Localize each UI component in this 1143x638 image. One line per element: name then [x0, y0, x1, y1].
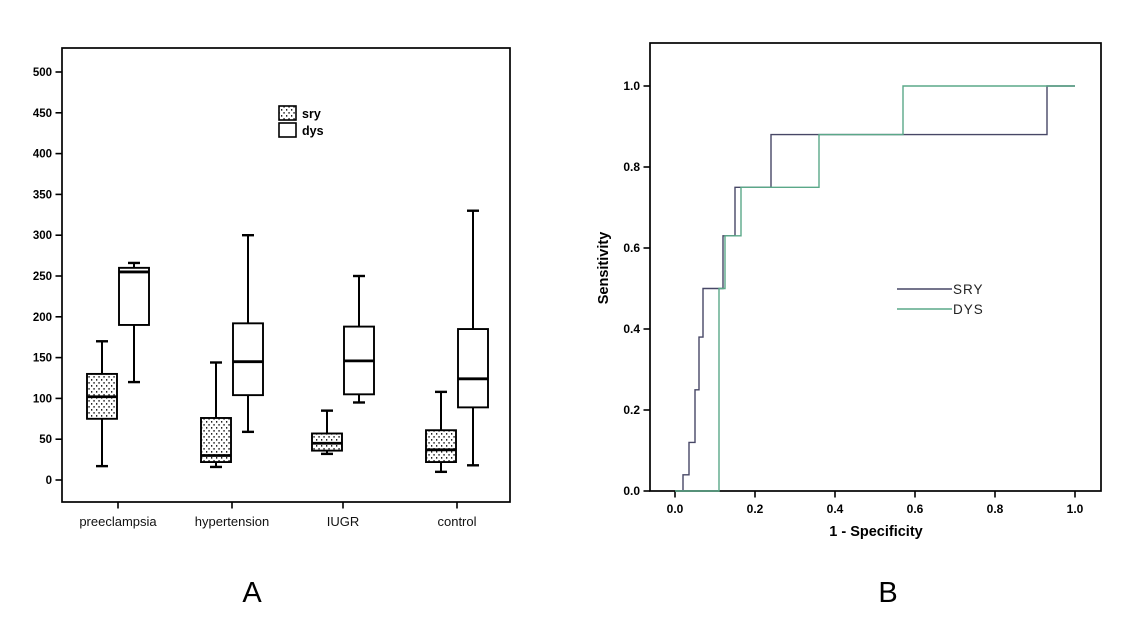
legend-item-dys: DYS	[897, 302, 984, 317]
box-sry-hypertension	[200, 361, 232, 469]
x-tick-label: 0.8	[987, 502, 1004, 516]
y-tick-label: 100	[33, 393, 52, 405]
y-tick-label: 250	[33, 271, 52, 283]
box-sry-control	[425, 390, 457, 474]
box-dys-IUGR	[343, 274, 375, 404]
iqr-box	[457, 328, 489, 409]
plot-frame	[649, 42, 1102, 492]
legend-swatch-sry	[278, 105, 297, 121]
y-tick-label: 450	[33, 108, 52, 120]
category-label: control	[437, 514, 476, 529]
box-dys-hypertension	[232, 233, 264, 434]
legend-item-sry: SRY	[897, 282, 984, 297]
y-tick-label: 0.8	[623, 160, 640, 174]
legend-label: dys	[302, 124, 324, 138]
box-sry-preeclampsia	[86, 340, 118, 468]
iqr-box	[118, 266, 150, 326]
x-tick-label: 0.4	[827, 502, 844, 516]
y-tick-label: 0.6	[623, 241, 640, 255]
legend-label: sry	[302, 107, 321, 121]
category-label: hypertension	[195, 514, 269, 529]
boxplot-chart: 0 50 100 150 200 250 300 350 400 450 500 preeclamps…	[33, 47, 511, 529]
y-tick-label: 0.2	[623, 403, 640, 417]
legend-item-dys: dys	[278, 122, 324, 138]
y-tick-label: 50	[39, 434, 52, 446]
box-dys-control	[457, 209, 489, 467]
roc-curve-sry	[682, 85, 1075, 491]
y-tick-label: 300	[33, 230, 52, 242]
y-tick-label: 200	[33, 312, 52, 324]
y-tick-label: 400	[33, 149, 52, 161]
iqr-box	[232, 322, 264, 397]
panel-b-caption: B	[878, 577, 898, 609]
x-axis-title: 1 - Specificity	[829, 524, 922, 540]
legend-label: DYS	[953, 302, 984, 317]
y-axis-title: Sensitivity	[596, 232, 612, 305]
legend-swatch-dys	[278, 122, 297, 138]
y-tick-label: 350	[33, 189, 52, 201]
y-tick-label: 500	[33, 67, 52, 79]
x-tick-label: 0.0	[667, 502, 684, 516]
roc-chart: 0.0 0.2 0.4 0.6 0.8 1.0 0.0 0.2 0.4 0.6 0.8 1.0 1 - …	[596, 42, 1102, 540]
y-tick-label: 0.4	[623, 322, 640, 336]
box-sry-IUGR	[311, 409, 343, 456]
x-tick-label: 0.6	[907, 502, 924, 516]
y-tick-label: 150	[33, 353, 52, 365]
box-dys-preeclampsia	[118, 261, 150, 384]
plot-frame	[61, 47, 511, 503]
roc-curve-dys	[675, 85, 1075, 492]
legend-item-sry: sry	[278, 105, 321, 121]
x-tick-label: 0.2	[747, 502, 764, 516]
panel-a-caption: A	[242, 577, 262, 609]
legend-label: SRY	[953, 282, 984, 297]
category-label: preeclampsia	[79, 514, 157, 529]
category-label: IUGR	[327, 514, 360, 529]
iqr-box	[425, 429, 457, 463]
x-tick-label: 1.0	[1067, 502, 1084, 516]
y-tick-label: 1.0	[623, 79, 640, 93]
y-tick-label: 0	[46, 475, 52, 487]
y-tick-label: 0.0	[623, 484, 640, 498]
